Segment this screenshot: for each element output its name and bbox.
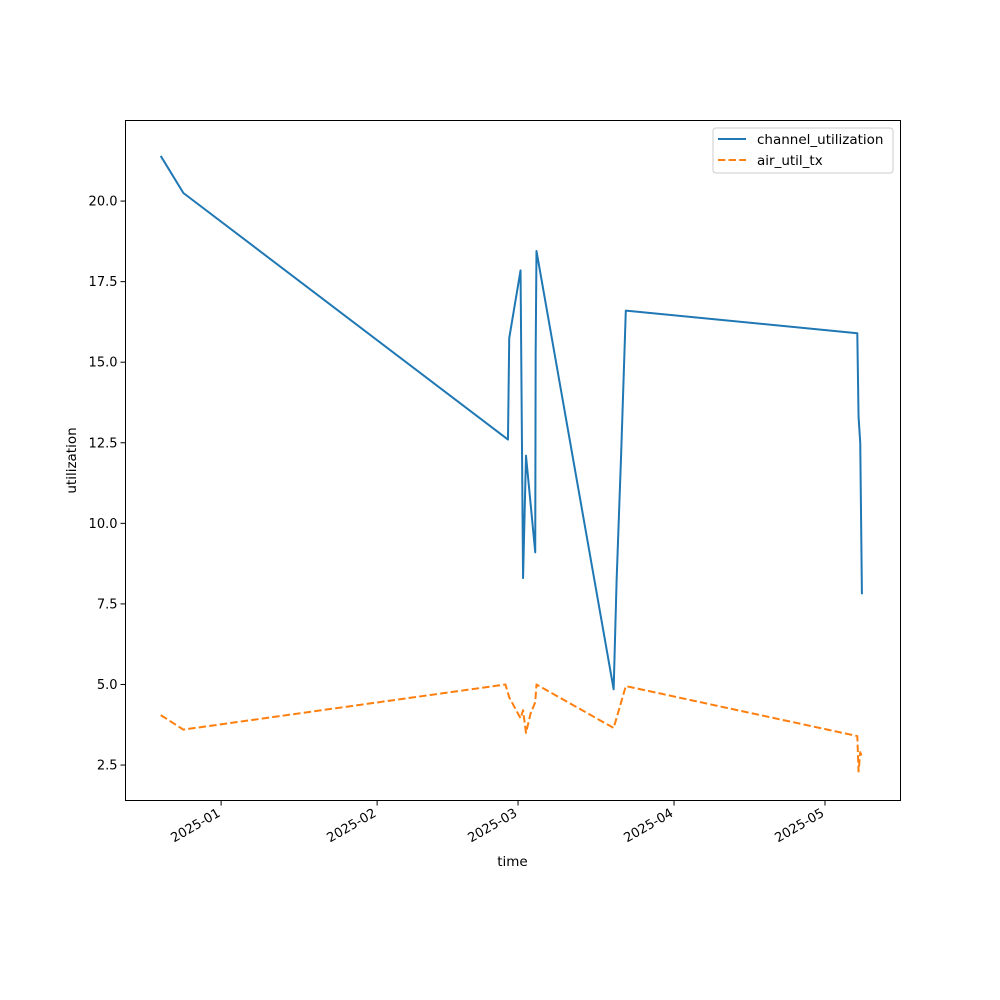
plot-frame <box>125 120 901 801</box>
x-axis-label: time <box>497 854 528 870</box>
series-line-channel-utilization <box>159 155 863 691</box>
x-tick-label: 2025-01 <box>169 806 224 846</box>
legend-label-channel-utilization: channel_utilization <box>757 132 884 148</box>
y-tick-label: 7.5 <box>97 597 118 612</box>
legend-box <box>712 127 894 174</box>
series-layer <box>159 155 863 773</box>
y-tick-label: 12.5 <box>89 436 118 451</box>
x-tick-label: 2025-03 <box>465 806 520 846</box>
y-tick-label: 17.5 <box>89 275 118 290</box>
y-tick-label: 2.5 <box>97 759 118 774</box>
y-tick-label: 20.0 <box>89 195 118 210</box>
y-tick-label: 10.0 <box>89 517 118 532</box>
legend-label-air-util-tx: air_util_tx <box>757 153 823 169</box>
x-tick-label: 2025-05 <box>772 806 827 846</box>
y-axis-label: utilization <box>64 427 80 493</box>
y-tick-label: 15.0 <box>89 356 118 371</box>
legend: channel_utilization air_util_tx <box>712 127 894 174</box>
x-tick-label: 2025-02 <box>325 806 380 846</box>
y-tick-label: 5.0 <box>97 678 118 693</box>
series-line-air-util-tx <box>160 683 863 773</box>
axes-layer: 2.5 5.0 7.5 10.0 12.5 15.0 17.5 20.0 2025-01 2025… <box>89 195 827 847</box>
x-tick-label: 2025-04 <box>621 806 676 846</box>
